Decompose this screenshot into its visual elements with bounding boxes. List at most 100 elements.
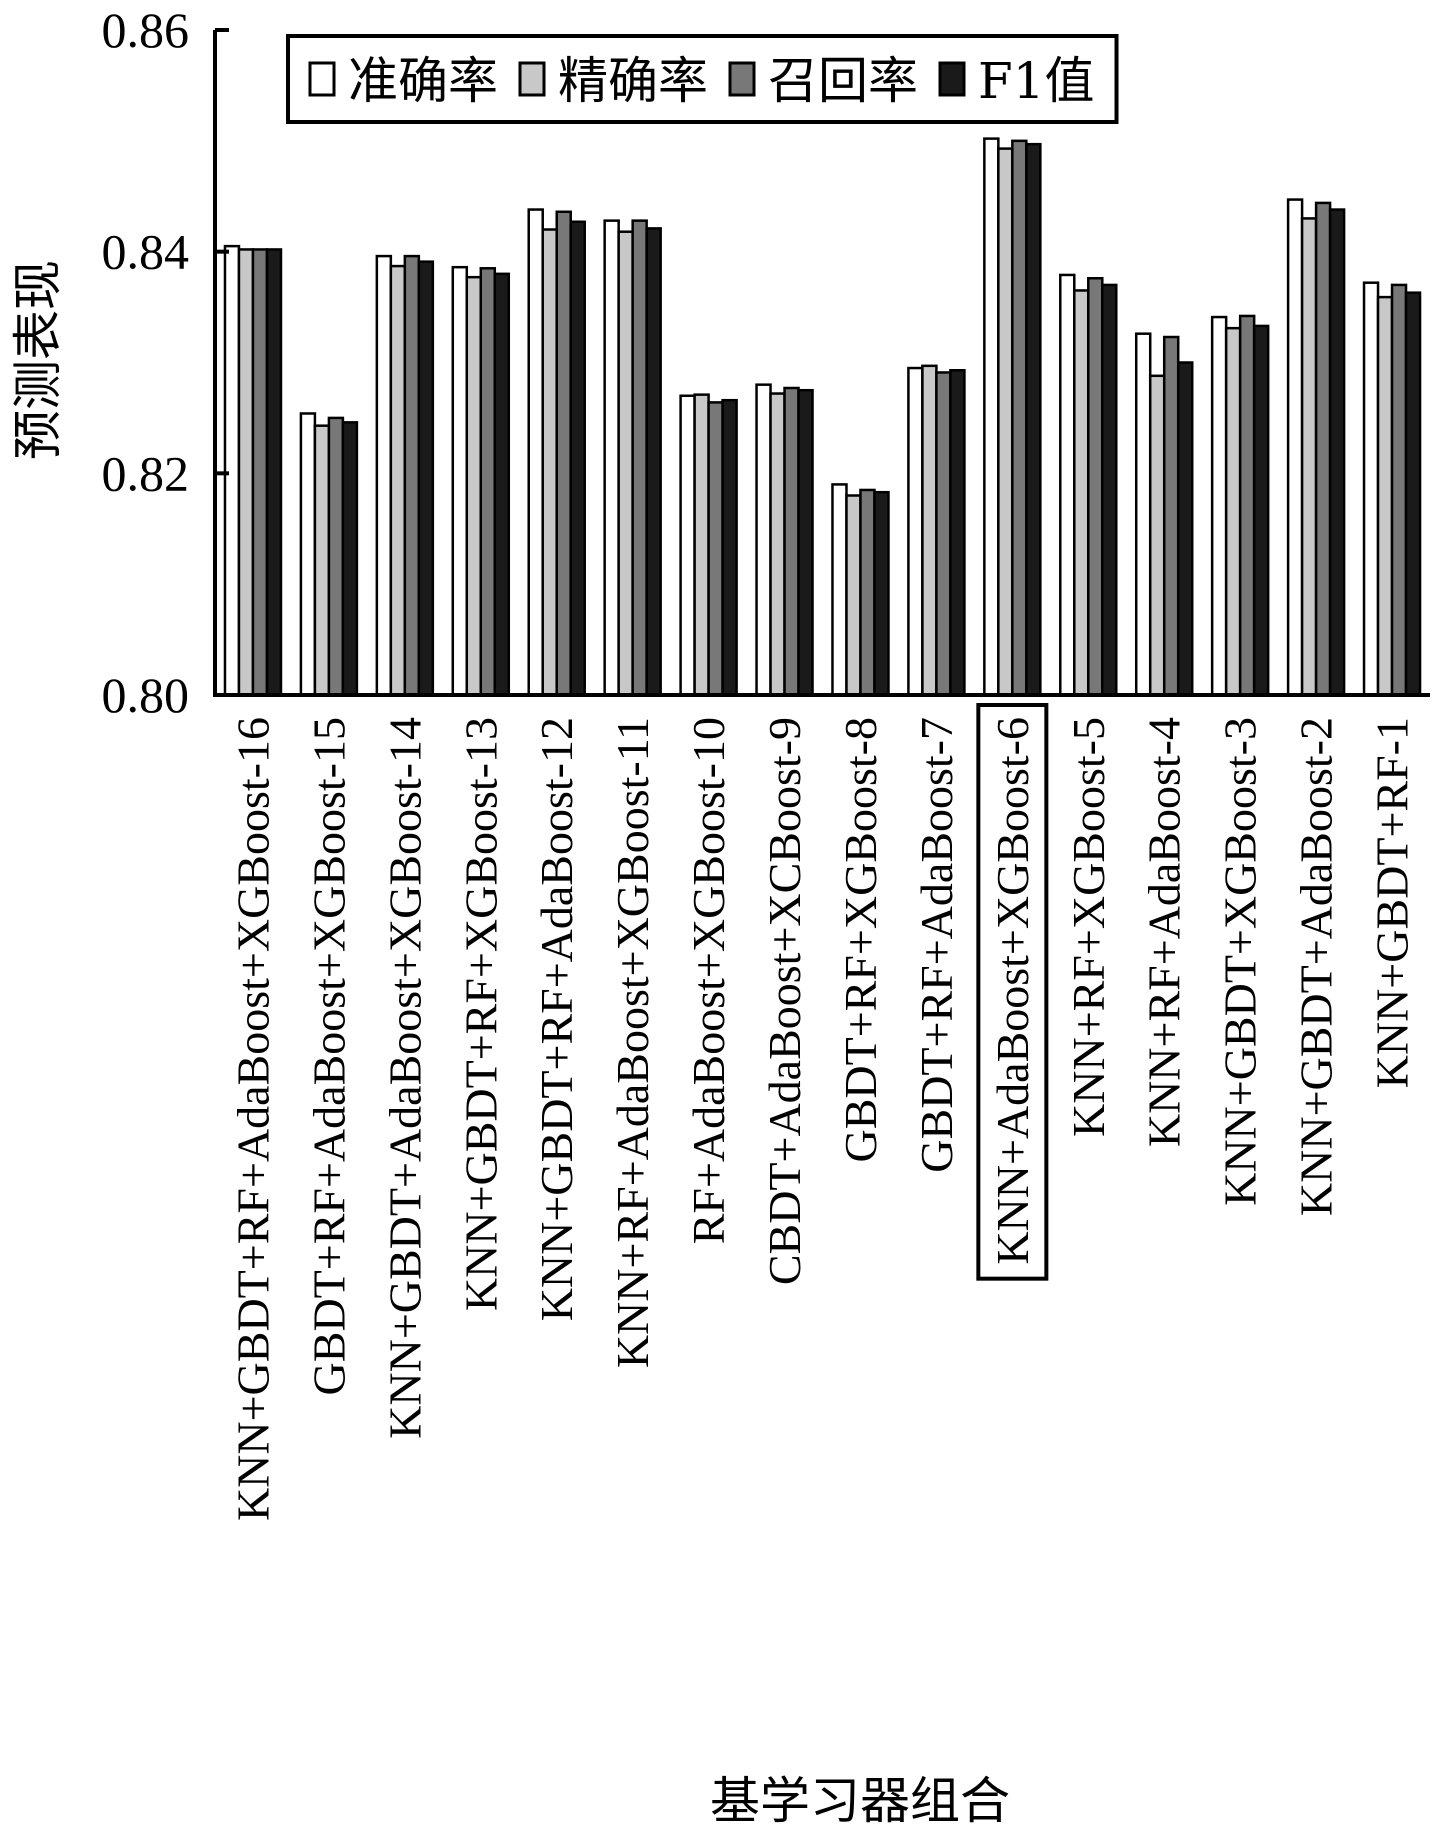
legend-label: 准确率	[348, 52, 498, 110]
bar	[949, 369, 966, 697]
bar	[1134, 332, 1152, 697]
bar	[859, 488, 876, 697]
bar	[237, 248, 255, 697]
bar	[1238, 314, 1256, 697]
bar	[313, 424, 331, 697]
bar	[617, 230, 634, 697]
legend-frame	[286, 34, 1119, 124]
y-axis-title: 预测表现	[9, 260, 67, 460]
bar	[1059, 273, 1076, 697]
bar	[389, 264, 407, 697]
bar	[1404, 291, 1422, 697]
bar	[417, 260, 435, 697]
category-label: KNN+GBDT+XGBoost-3	[1215, 717, 1266, 1206]
category-label: CBDT+AdaBoost+XCBoost-9	[759, 717, 810, 1285]
bar	[1025, 142, 1042, 697]
bar	[645, 227, 662, 697]
bar	[1087, 277, 1104, 697]
bar	[1390, 283, 1408, 697]
bar	[693, 393, 710, 697]
category-label: KNN+RF+XGBoost-5	[1063, 717, 1114, 1137]
bar	[1376, 295, 1394, 697]
bar	[493, 272, 511, 697]
bar	[797, 388, 814, 697]
bars-layer	[223, 137, 1422, 697]
bar	[783, 386, 800, 697]
legend-label: 精确率	[558, 52, 708, 110]
category-label: KNN+AdaBoost+XGBoost-6	[987, 717, 1038, 1265]
legend-swatch	[938, 61, 966, 97]
bar	[755, 383, 772, 697]
bar	[603, 219, 620, 697]
legend-swatch	[728, 61, 756, 97]
bar	[1224, 326, 1242, 697]
category-label: KNN+GBDT+RF-1	[1367, 717, 1418, 1088]
x-axis-title: 基学习器组合	[710, 1772, 1010, 1830]
bar	[679, 394, 696, 697]
category-label: KNN+GBDT+RF+AdaBoost-12	[531, 717, 582, 1321]
axes-layer	[213, 30, 1430, 697]
bar	[555, 210, 572, 697]
bar	[921, 364, 938, 697]
bar	[251, 248, 269, 697]
bar	[1101, 283, 1118, 697]
y-tick-label: 0.82	[102, 445, 190, 501]
bar	[465, 275, 483, 697]
category-label: KNN+GBDT+RF+AdaBoost+XGBoost-16	[227, 717, 278, 1521]
bar	[541, 228, 558, 697]
bar	[983, 137, 1000, 697]
legend-swatch	[518, 61, 546, 97]
bar	[769, 392, 786, 697]
bar	[1286, 198, 1304, 697]
bar	[1148, 374, 1166, 697]
bar	[1011, 139, 1028, 697]
bar	[1328, 208, 1346, 697]
bar	[631, 219, 648, 697]
bar	[375, 254, 393, 697]
bar	[1252, 324, 1270, 697]
bar	[1210, 315, 1228, 697]
bar	[1073, 289, 1090, 697]
bar	[569, 220, 586, 697]
category-labels: KNN+GBDT+RF+AdaBoost+XGBoost-16 GBDT+RF+A…	[227, 717, 1417, 1521]
bar	[527, 208, 544, 697]
legend-items: 准确率 精确率 召回率 F1值	[308, 52, 1095, 110]
category-label: KNN+RF+AdaBoost-4	[1139, 717, 1190, 1147]
y-tick-label: 0.84	[102, 224, 190, 280]
bar	[707, 401, 724, 697]
bar	[265, 248, 283, 697]
legend-label: 召回率	[768, 52, 918, 110]
highlight-box	[976, 703, 1049, 1281]
bar	[223, 244, 241, 697]
category-label: KNN+GBDT+RF+XGBoost-13	[455, 717, 506, 1311]
category-label: RF+AdaBoost+XGBoost-10	[683, 717, 734, 1244]
bar	[1314, 201, 1332, 697]
category-label: KNN+RF+AdaBoost+XGBoost-11	[607, 717, 658, 1368]
category-label: KNN+GBDT+AdaBoost+XGBoost-14	[379, 717, 430, 1439]
bar	[327, 416, 345, 697]
legend-label: F1值	[978, 52, 1095, 110]
category-label: GBDT+RF+XGBoost-8	[835, 717, 886, 1163]
y-tick-label: 0.80	[102, 667, 190, 723]
bar	[873, 490, 890, 697]
category-label: GBDT+RF+AdaBoost+XGBoost-15	[303, 717, 354, 1395]
category-label: KNN+GBDT+AdaBoost-2	[1291, 717, 1342, 1216]
bar	[341, 421, 359, 697]
bar	[451, 265, 469, 697]
bar	[1362, 281, 1380, 697]
bar	[997, 147, 1014, 697]
y-ticks: 0.80 0.82 0.84 0.86	[102, 2, 229, 723]
bar	[299, 412, 317, 697]
bar	[721, 398, 738, 697]
bar	[1162, 335, 1180, 697]
bar	[935, 371, 952, 697]
bar	[479, 267, 497, 697]
legend: 准确率 精确率 召回率 F1值	[286, 34, 1119, 124]
bar	[1176, 361, 1194, 697]
bar	[831, 483, 848, 697]
bar	[907, 366, 924, 697]
legend-swatch	[308, 61, 336, 97]
bar	[403, 254, 421, 697]
bar	[1300, 217, 1318, 697]
